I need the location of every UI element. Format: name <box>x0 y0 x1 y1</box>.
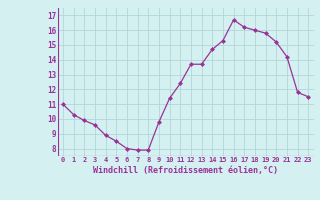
X-axis label: Windchill (Refroidissement éolien,°C): Windchill (Refroidissement éolien,°C) <box>93 166 278 175</box>
